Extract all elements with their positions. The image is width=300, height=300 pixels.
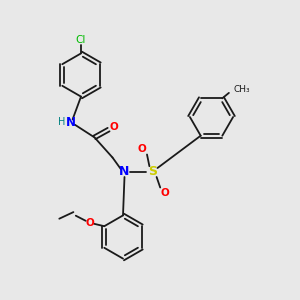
Text: H: H	[58, 117, 65, 128]
Text: N: N	[66, 116, 76, 129]
Text: N: N	[119, 165, 130, 178]
Text: Cl: Cl	[76, 35, 86, 45]
Text: O: O	[160, 188, 169, 199]
Text: O: O	[138, 143, 147, 154]
Text: O: O	[110, 122, 118, 132]
Text: CH₃: CH₃	[234, 85, 250, 94]
Text: S: S	[148, 165, 158, 178]
Text: O: O	[85, 218, 94, 228]
